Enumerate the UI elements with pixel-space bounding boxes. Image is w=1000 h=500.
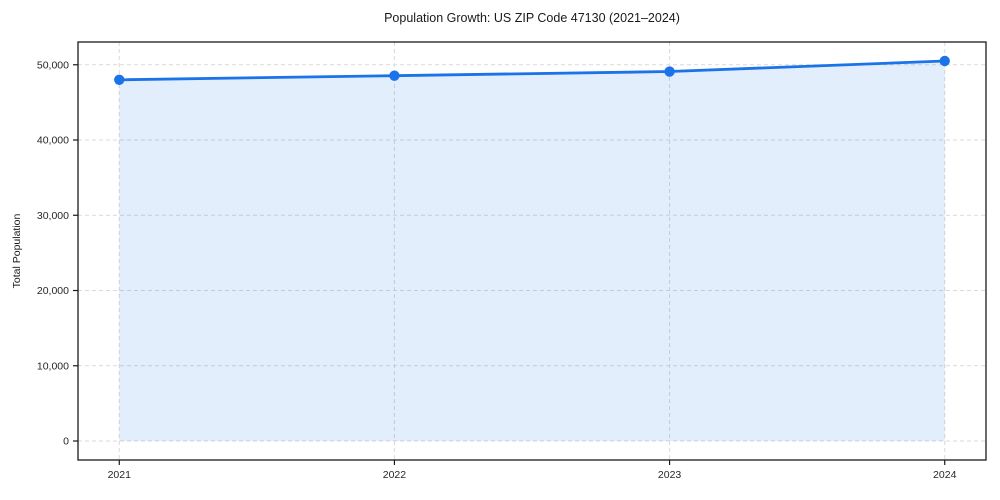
area-fill: [119, 61, 945, 441]
trend-line: [117, 59, 947, 82]
data-point-marker: [114, 74, 125, 86]
x-tick-label: 2024: [933, 469, 957, 481]
data-point-marker: [389, 70, 400, 81]
data-point-marker: [664, 66, 675, 77]
data-point-marker: [939, 55, 950, 67]
chart-title: Population Growth: US ZIP Code 47130 (20…: [384, 11, 680, 25]
y-tick-label: 50,000: [37, 59, 69, 71]
plot-border: [77, 41, 987, 461]
x-tick-label: 2023: [658, 469, 682, 481]
y-tick-label: 10,000: [37, 360, 69, 372]
y-tick-label: 20,000: [37, 285, 69, 297]
y-tick-label: 30,000: [37, 210, 69, 222]
x-tick-label: 2021: [108, 469, 132, 481]
y-tick-label: 40,000: [37, 135, 69, 147]
x-tick-label: 2022: [383, 469, 407, 481]
y-tick-label: 0: [63, 436, 69, 448]
